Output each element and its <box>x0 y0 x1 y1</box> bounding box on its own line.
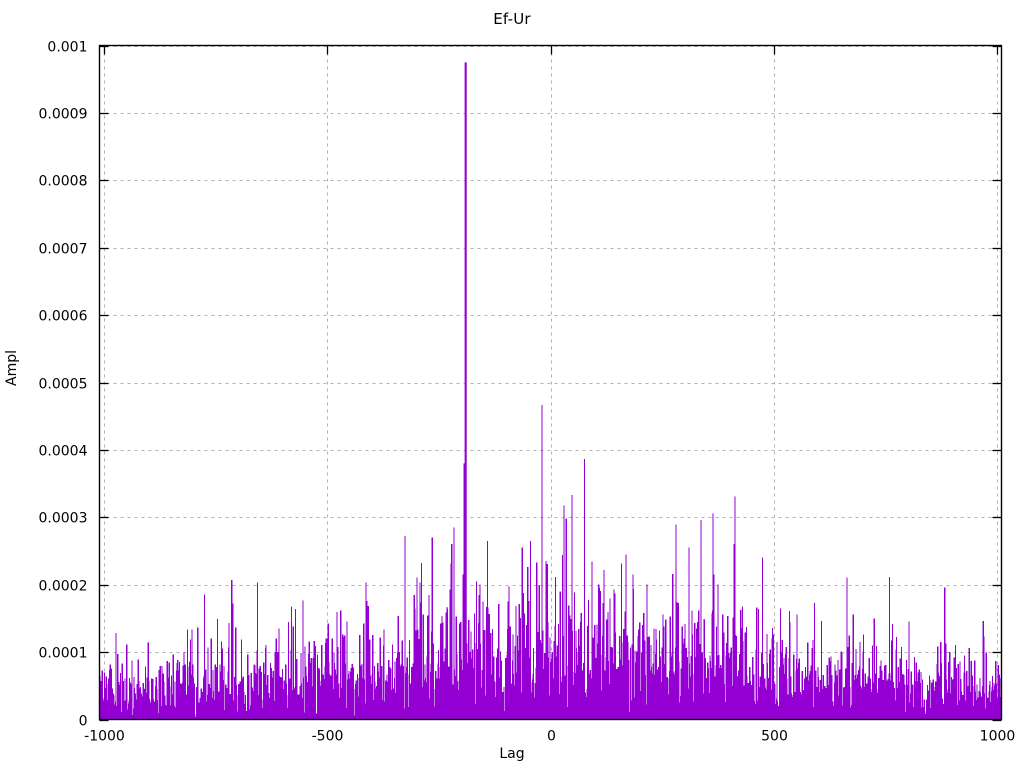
x-tick-label: 0 <box>547 729 556 745</box>
x-tick-label: 1000 <box>980 729 1016 745</box>
x-tick-label: -500 <box>312 729 344 745</box>
impulse-trace <box>98 62 1003 720</box>
y-tick-label: 0 <box>79 714 88 730</box>
y-tick-label: 0.0008 <box>39 174 88 190</box>
y-tick-label: 0.0004 <box>39 444 88 460</box>
y-tick-label: 0.0007 <box>39 242 88 258</box>
y-tick-label: 0.001 <box>47 40 87 56</box>
y-tick-label: 0.0006 <box>39 309 88 325</box>
y-tick-label: 0.0009 <box>39 107 88 123</box>
data-series-ef-ur <box>98 62 1003 720</box>
x-tick-label: -1000 <box>84 729 125 745</box>
y-tick-label: 0.0002 <box>39 579 88 595</box>
y-tick-label: 0.0001 <box>39 646 88 662</box>
y-tick-labels: 0 0.0001 0.0002 0.0003 0.0004 0.0005 0.0006 0.0… <box>39 40 88 730</box>
gridlines <box>99 45 1002 720</box>
x-axis-label: Lag <box>499 746 525 762</box>
x-tick-label: 500 <box>761 729 788 745</box>
y-tick-label: 0.0005 <box>39 377 88 393</box>
x-tick-labels: -1000 -500 0 500 1000 <box>84 729 1015 745</box>
plot-frame <box>98 44 1003 721</box>
y-tick-label: 0.0003 <box>39 511 88 527</box>
chart-title: Ef-Ur <box>493 10 531 28</box>
y-tick-marks <box>99 45 1002 722</box>
